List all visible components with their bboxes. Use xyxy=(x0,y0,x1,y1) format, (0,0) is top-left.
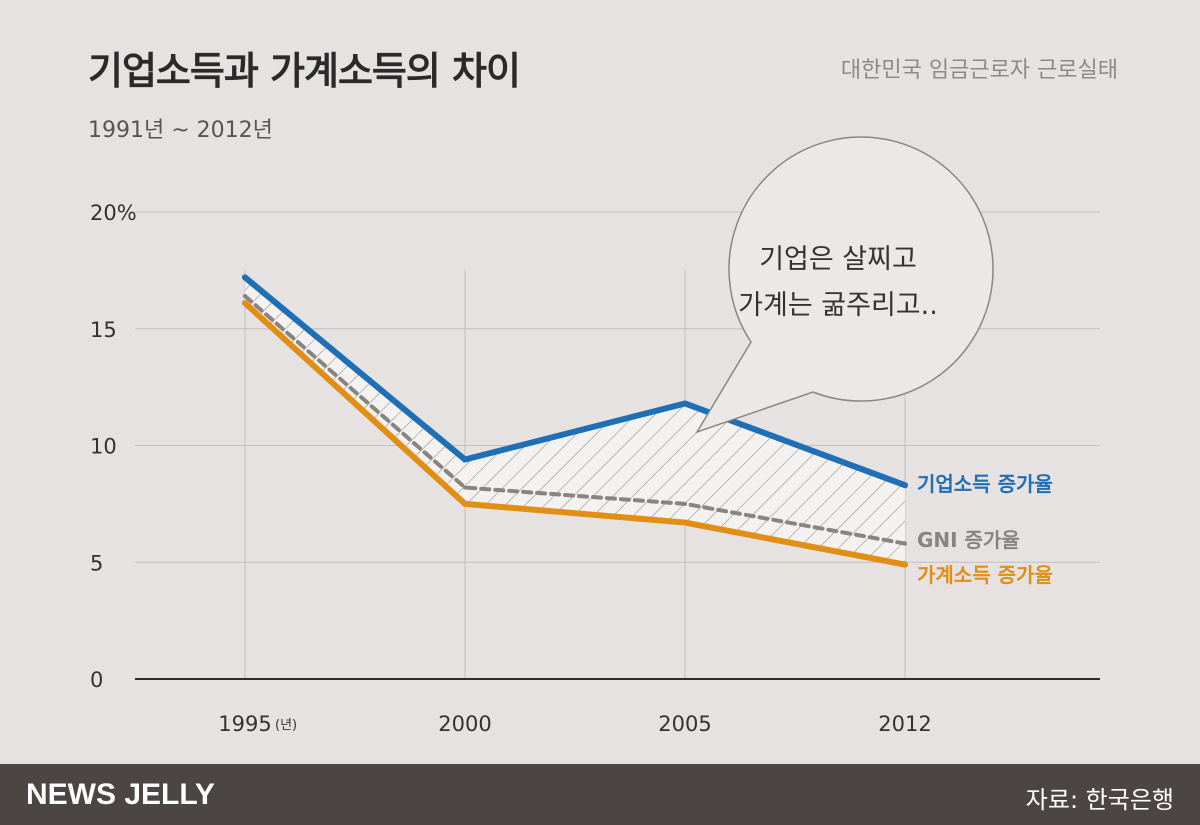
page-title: 기업소득과 가계소득의 차이 xyxy=(88,49,521,93)
data-point xyxy=(462,456,468,463)
series-label: 기업소득 증가율 xyxy=(917,472,1053,496)
speech-bubble xyxy=(695,136,994,434)
line-chart: 20% 15 10 5 0 1995 2000 2005 2012 (년) 기업소득 증가율 GNI … xyxy=(90,136,1100,736)
series-label: 가계소득 증가율 xyxy=(917,563,1053,587)
period-label: 1991년 ~ 2012년 xyxy=(88,118,273,143)
x-tick-label: 2005 xyxy=(658,712,711,736)
data-point xyxy=(902,561,908,568)
y-tick-label: 20% xyxy=(90,201,137,225)
annotation-line-1: 기업은 살찌고 xyxy=(759,244,917,275)
gap-area xyxy=(245,277,905,565)
data-point xyxy=(462,500,468,507)
annotation-line-2: 가계는 굶주리고.. xyxy=(738,290,938,321)
source-label: 자료: 한국은행 xyxy=(1025,786,1174,814)
footer: NEWS JELLY 자료: 한국은행 xyxy=(0,764,1200,825)
y-tick-label: 10 xyxy=(90,435,117,459)
x-unit-label: (년) xyxy=(275,718,297,733)
data-point xyxy=(463,485,467,490)
data-point xyxy=(242,274,248,281)
data-point xyxy=(903,541,907,546)
x-tick-label: 2000 xyxy=(438,712,491,736)
series-name: 대한민국 임금근로자 근로실태 xyxy=(840,58,1118,83)
brand-logo: NEWS JELLY xyxy=(26,778,215,811)
data-point xyxy=(902,482,908,489)
series-line xyxy=(242,274,908,489)
data-point xyxy=(682,400,688,407)
series-label: GNI 증가율 xyxy=(917,528,1020,552)
series-line xyxy=(242,300,908,568)
y-tick-label: 0 xyxy=(90,668,103,692)
data-point xyxy=(682,519,688,526)
y-tick-label: 5 xyxy=(90,551,103,575)
data-point xyxy=(242,300,248,307)
x-tick-label: 2012 xyxy=(878,712,931,736)
data-point xyxy=(683,501,687,506)
y-tick-label: 15 xyxy=(90,318,117,342)
data-point xyxy=(243,294,247,299)
x-tick-label: 1995 xyxy=(218,712,271,736)
series-line xyxy=(243,294,907,546)
